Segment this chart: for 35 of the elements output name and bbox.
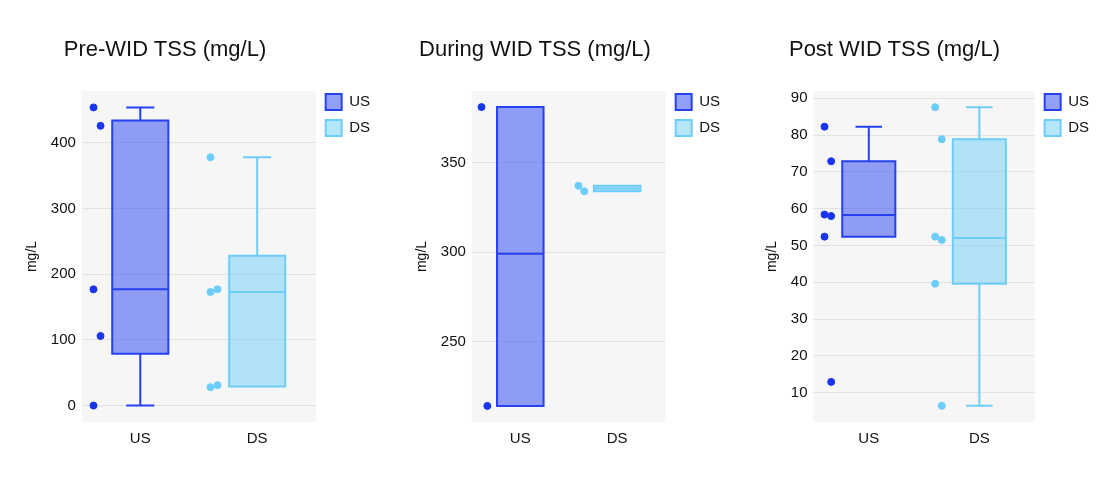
legend-label: DS xyxy=(1068,118,1090,136)
chart-title: Pre-WID TSS (mg/L) xyxy=(62,35,268,63)
y-tick-label: 10 xyxy=(790,382,808,400)
legend-label: DS xyxy=(699,118,721,136)
y-axis-title: mg/L xyxy=(23,240,40,273)
y-tick-label: 200 xyxy=(50,264,76,282)
y-axis-title: mg/L xyxy=(413,240,430,273)
chart-title: Post WID TSS (mg/L) xyxy=(787,35,1002,63)
x-tick-label: DS xyxy=(606,429,628,447)
legend-label: DS xyxy=(349,118,371,136)
chart-title: During WID TSS (mg/L) xyxy=(418,35,652,63)
y-tick-label: 0 xyxy=(67,395,76,413)
x-tick-label: DS xyxy=(968,429,990,447)
y-tick-label: 30 xyxy=(790,309,808,327)
x-tick-label: US xyxy=(509,429,531,447)
y-tick-label: 20 xyxy=(790,345,808,363)
y-tick-label: 60 xyxy=(790,198,808,216)
legend-label: US xyxy=(1068,92,1090,110)
y-tick-label: 300 xyxy=(440,242,466,260)
y-axis-title: mg/L xyxy=(763,240,780,273)
x-tick-label: US xyxy=(858,429,880,447)
x-tick-label: US xyxy=(129,429,151,447)
y-tick-label: 50 xyxy=(790,235,808,253)
y-tick-label: 70 xyxy=(790,162,808,180)
x-tick-label: DS xyxy=(246,429,268,447)
y-tick-label: 80 xyxy=(790,125,808,143)
legend-label: US xyxy=(699,92,721,110)
y-tick-label: 400 xyxy=(50,133,76,151)
y-tick-label: 100 xyxy=(50,330,76,348)
legend-label: US xyxy=(349,92,371,110)
y-tick-label: 350 xyxy=(440,152,466,170)
y-tick-label: 90 xyxy=(790,88,808,106)
y-tick-label: 40 xyxy=(790,272,808,290)
y-tick-label: 300 xyxy=(50,198,76,216)
y-tick-label: 250 xyxy=(440,331,466,349)
